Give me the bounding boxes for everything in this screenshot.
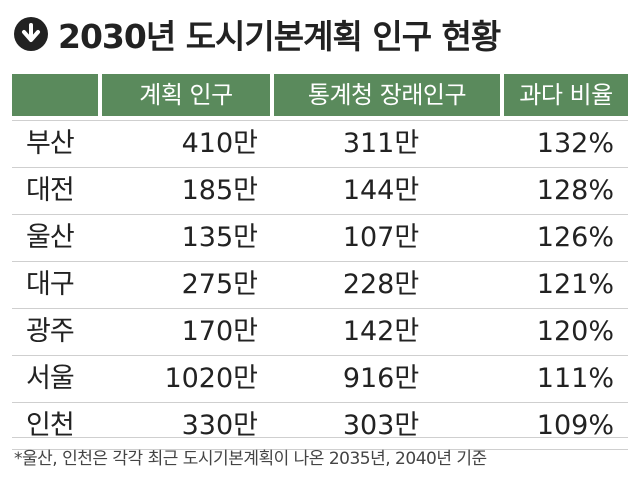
city-cell: 서울 [26, 363, 75, 394]
projected-population-cell-text: 142만 [342, 316, 420, 347]
projected-population-cell-text: 311만 [342, 128, 420, 159]
plan-population-cell: 330만 [102, 403, 270, 449]
plan-population-cell: 135만 [102, 215, 270, 261]
table-row: 대구 275만 228만 121% [12, 262, 628, 309]
plan-population-cell-text: 275만 [181, 269, 258, 300]
plan-population-cell-text: 135만 [181, 222, 258, 253]
table-row: 서울 1020만 916만 111% [12, 356, 628, 403]
arrow-down-glyph [22, 23, 40, 42]
table-row: 울산 135만 107만 126% [12, 215, 628, 262]
plan-population-cell: 170만 [102, 309, 270, 355]
excess-ratio-cell: 120% [504, 309, 628, 355]
plan-population-cell: 275만 [102, 262, 270, 308]
footnote: *울산, 인천은 각각 최근 도시기본계획이 나온 2035년, 2040년 기… [14, 449, 487, 469]
city-cell: 대구 [26, 269, 75, 300]
city-cell: 부산 [26, 128, 75, 159]
plan-population-cell: 185만 [102, 168, 270, 214]
excess-ratio-cell: 126% [504, 215, 628, 261]
table-row: 인천 330만 303만 109% [12, 403, 628, 450]
projected-population-cell-text: 228만 [342, 269, 420, 300]
city-cell: 광주 [26, 316, 75, 347]
city-cell: 울산 [26, 222, 75, 253]
excess-ratio-cell-text: 120% [536, 316, 614, 347]
plan-population-cell: 410만 [102, 121, 270, 167]
table-header: 계획 인구 통계청 장래인구 과다 비율 [12, 74, 628, 116]
plan-population-cell: 1020만 [102, 356, 270, 402]
projected-population-cell: 228만 [274, 262, 500, 308]
city-cell: 대전 [26, 175, 75, 206]
city-cell: 인천 [26, 410, 75, 441]
header-cell-blank [12, 74, 98, 116]
excess-ratio-cell-text: 111% [536, 363, 614, 394]
table-row: 대전 185만 144만 128% [12, 168, 628, 215]
plan-population-cell-text: 185만 [181, 175, 258, 206]
projected-population-cell: 142만 [274, 309, 500, 355]
page-title: 2030년 도시기본계획 인구 현황 [58, 17, 501, 56]
table-body: 부산 410만 311만 132% 대전 185만 144만 128% 울산 135만 107만 12… [12, 120, 628, 450]
header-cell-ratio: 과다 비율 [504, 74, 628, 116]
projected-population-cell: 303만 [274, 403, 500, 449]
excess-ratio-cell: 109% [504, 403, 628, 449]
bottom-rule [12, 437, 628, 438]
projected-population-cell-text: 303만 [342, 410, 420, 441]
plan-population-cell-text: 330만 [181, 410, 258, 441]
projected-population-cell-text: 144만 [342, 175, 420, 206]
header-cell-stat: 통계청 장래인구 [274, 74, 500, 116]
plan-population-cell-text: 410만 [181, 128, 258, 159]
table-row: 광주 170만 142만 120% [12, 309, 628, 356]
projected-population-cell: 144만 [274, 168, 500, 214]
header-cell-plan: 계획 인구 [102, 74, 270, 116]
excess-ratio-cell-text: 126% [536, 222, 614, 253]
projected-population-cell: 916만 [274, 356, 500, 402]
excess-ratio-cell-text: 128% [536, 175, 614, 206]
excess-ratio-cell: 111% [504, 356, 628, 402]
plan-population-cell-text: 170만 [181, 316, 258, 347]
projected-population-cell-text: 916만 [342, 363, 420, 394]
plan-population-cell-text: 1020만 [164, 363, 258, 394]
projected-population-cell: 311만 [274, 121, 500, 167]
projected-population-cell: 107만 [274, 215, 500, 261]
projected-population-cell-text: 107만 [342, 222, 420, 253]
title-bar: 2030년 도시기본계획 인구 현황 [14, 6, 501, 62]
excess-ratio-cell: 132% [504, 121, 628, 167]
table-row: 부산 410만 311만 132% [12, 120, 628, 168]
excess-ratio-cell: 128% [504, 168, 628, 214]
arrow-down-circle-icon [14, 17, 48, 51]
excess-ratio-cell-text: 121% [536, 269, 614, 300]
excess-ratio-cell-text: 132% [536, 128, 614, 159]
excess-ratio-cell-text: 109% [536, 410, 614, 441]
excess-ratio-cell: 121% [504, 262, 628, 308]
